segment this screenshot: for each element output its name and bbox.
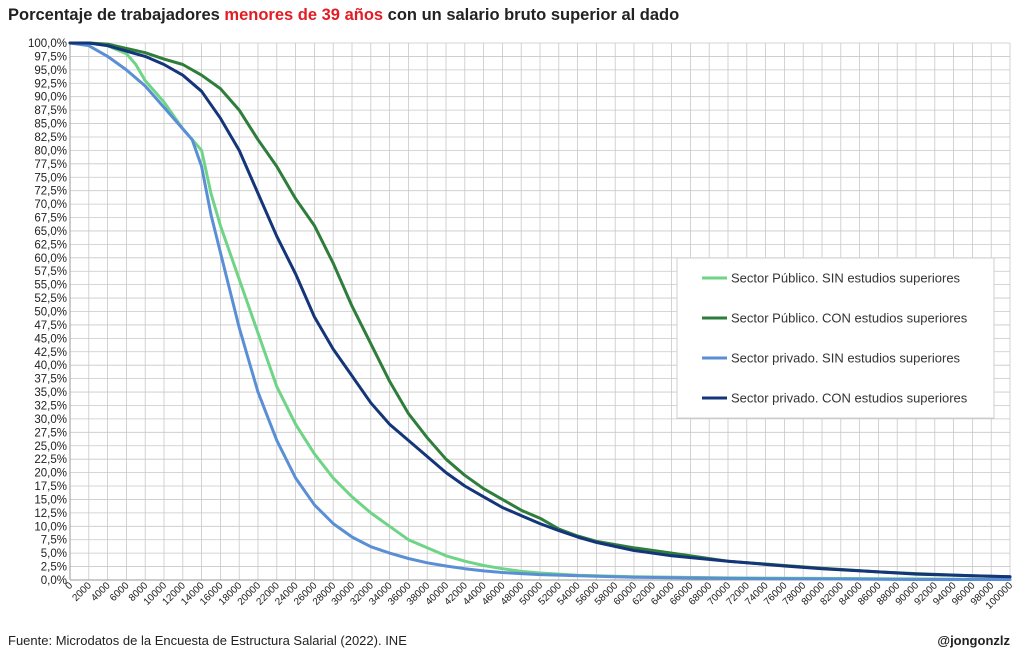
y-tick-label: 2,5% bbox=[41, 562, 67, 574]
y-tick-label: 32,5% bbox=[34, 400, 67, 412]
y-tick-label: 92,5% bbox=[34, 78, 67, 90]
y-tick-label: 50,0% bbox=[34, 307, 67, 319]
y-tick-label: 52,5% bbox=[34, 293, 67, 305]
y-tick-label: 70,0% bbox=[34, 199, 67, 211]
y-tick-label: 47,5% bbox=[34, 320, 67, 332]
y-tick-label: 12,5% bbox=[34, 508, 67, 520]
legend-label: Sector Público. CON estudios superiores bbox=[731, 311, 968, 326]
legend-label: Sector privado. SIN estudios superiores bbox=[731, 351, 961, 366]
y-tick-label: 67,5% bbox=[34, 213, 67, 225]
y-tick-label: 37,5% bbox=[34, 374, 67, 386]
y-tick-label: 5,0% bbox=[41, 548, 67, 560]
y-tick-label: 77,5% bbox=[34, 159, 67, 171]
y-tick-label: 10,0% bbox=[34, 521, 67, 533]
y-tick-label: 0,0% bbox=[41, 575, 67, 587]
y-tick-label: 17,5% bbox=[34, 481, 67, 493]
y-tick-label: 62,5% bbox=[34, 239, 67, 251]
chart-series bbox=[68, 41, 1012, 581]
chart-title: Porcentaje de trabajadores menores de 39… bbox=[8, 6, 679, 25]
y-tick-label: 45,0% bbox=[34, 333, 67, 345]
y-tick-label: 30,0% bbox=[34, 414, 67, 426]
x-tick-label: 0 bbox=[63, 580, 75, 592]
x-axis-ticks: 0200040006000800010000120001400016000180… bbox=[63, 580, 1015, 612]
title-prefix: Porcentaje de trabajadores bbox=[8, 6, 225, 24]
y-tick-label: 40,0% bbox=[34, 360, 67, 372]
y-tick-label: 87,5% bbox=[34, 105, 67, 117]
series-line-4 bbox=[68, 41, 1012, 579]
y-tick-label: 7,5% bbox=[41, 535, 67, 547]
y-tick-label: 85,0% bbox=[34, 119, 67, 131]
y-tick-label: 22,5% bbox=[34, 454, 67, 466]
y-tick-label: 20,0% bbox=[34, 468, 67, 480]
y-tick-label: 57,5% bbox=[34, 266, 67, 278]
y-axis-ticks: 0,0%2,5% 5,0%7,5% 10,0%12,5% 15,0%17,5%20,0… bbox=[28, 38, 67, 587]
y-tick-label: 25,0% bbox=[34, 441, 67, 453]
legend-box bbox=[676, 257, 995, 419]
author-handle: @jongonzlz bbox=[937, 633, 1010, 648]
legend-label: Sector privado. CON estudios superiores bbox=[731, 391, 968, 406]
y-tick-label: 65,0% bbox=[34, 226, 67, 238]
y-tick-label: 72,5% bbox=[34, 186, 67, 198]
legend-label: Sector Público. SIN estudios superiores bbox=[731, 271, 961, 286]
title-suffix: con un salario bruto superior al dado bbox=[383, 6, 680, 24]
y-tick-label: 100,0% bbox=[28, 38, 67, 50]
y-tick-label: 90,0% bbox=[34, 92, 67, 104]
y-tick-label: 75,0% bbox=[34, 172, 67, 184]
y-tick-label: 55,0% bbox=[34, 280, 67, 292]
y-tick-label: 42,5% bbox=[34, 347, 67, 359]
y-tick-label: 82,5% bbox=[34, 132, 67, 144]
y-tick-label: 60,0% bbox=[34, 253, 67, 265]
x-tick-label: 6000 bbox=[108, 580, 132, 604]
series-line-3 bbox=[68, 41, 1012, 581]
y-tick-label: 35,0% bbox=[34, 387, 67, 399]
source-note: Fuente: Microdatos de la Encuesta de Est… bbox=[8, 633, 407, 648]
y-tick-label: 95,0% bbox=[34, 65, 67, 77]
chart-legend: Sector Público. SIN estudios superiores S… bbox=[676, 257, 995, 419]
y-tick-label: 97,5% bbox=[34, 51, 67, 63]
y-tick-label: 27,5% bbox=[34, 427, 67, 439]
y-tick-label: 15,0% bbox=[34, 494, 67, 506]
title-highlight: menores de 39 años bbox=[224, 6, 384, 24]
y-tick-label: 80,0% bbox=[34, 145, 67, 157]
x-tick-label: 2000 bbox=[70, 580, 94, 604]
x-tick-label: 4000 bbox=[89, 580, 113, 604]
